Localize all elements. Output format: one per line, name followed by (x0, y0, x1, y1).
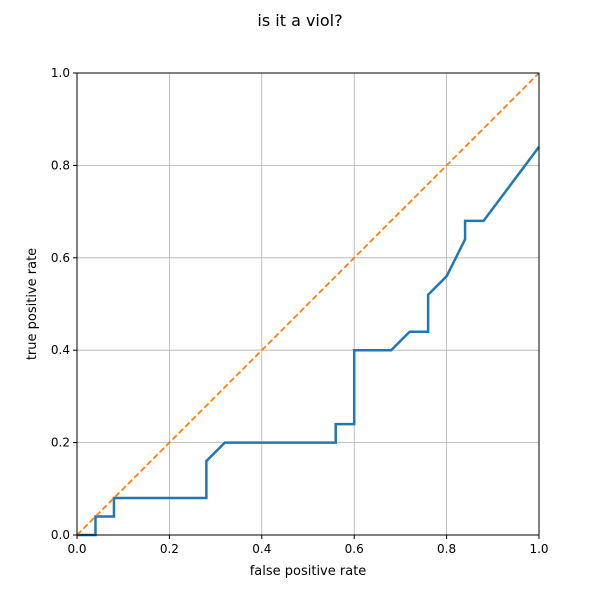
chart-title: is it a viol? (257, 11, 342, 30)
y-axis-label: true positive rate (25, 248, 40, 360)
y-ticks: 0.0 0.2 0.4 0.6 0.8 1.0 (51, 66, 77, 542)
x-tick-label: 0.6 (345, 542, 364, 556)
series-layer (76, 72, 540, 537)
x-tick-label: 0.0 (67, 542, 86, 556)
y-tick-label: 0.0 (51, 528, 70, 542)
y-tick-label: 1.0 (51, 66, 70, 80)
x-tick-label: 0.4 (252, 542, 271, 556)
x-tick-label: 0.8 (437, 542, 456, 556)
y-tick-label: 0.2 (51, 436, 70, 450)
roc-curve-line (77, 146, 540, 537)
y-tick-label: 0.8 (51, 158, 70, 172)
x-axis-label: false positive rate (250, 564, 367, 579)
y-tick-label: 0.4 (51, 343, 70, 357)
x-tick-label: 0.2 (160, 542, 179, 556)
diagonal-reference-line (76, 72, 540, 536)
plot-frame (76, 72, 540, 536)
x-tick-label: 1.0 (529, 542, 548, 556)
x-ticks: 0.0 0.2 0.4 0.6 0.8 1.0 (67, 535, 549, 556)
y-tick-label: 0.6 (51, 251, 70, 265)
